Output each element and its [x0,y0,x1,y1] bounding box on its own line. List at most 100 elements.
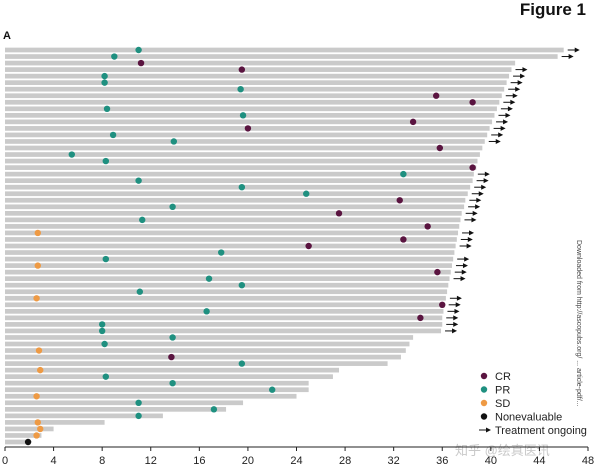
response-marker-pr [102,373,110,380]
response-marker-pr [239,112,247,119]
patient-bar-16 [5,145,483,151]
patient-bar-33 [5,256,454,262]
response-marker-pr [102,255,110,263]
treatment-ongoing-arrow [567,47,580,53]
patient-bar-39 [5,295,446,301]
response-marker-pr [210,406,218,413]
response-marker-pr [205,275,213,282]
patient-bar-21 [5,178,473,184]
patient-bar-38 [5,289,448,295]
response-marker-cr [436,144,444,152]
response-marker-cr [439,301,446,308]
treatment-ongoing-arrow [491,132,504,138]
response-marker-cr [417,314,424,322]
patient-bar-48 [5,354,401,360]
treatment-ongoing-arrow [464,217,477,223]
treatment-ongoing-arrow [460,236,473,242]
response-marker-pr [98,321,106,328]
legend-item-nonevaluable: Nonevaluable [480,412,562,424]
response-marker-sd [37,366,44,374]
panel-label: A [3,30,11,42]
patient-bar-55 [5,400,244,406]
response-marker-pr [135,412,142,420]
arrows-layer [445,47,580,334]
response-marker-pr [139,216,146,224]
treatment-ongoing-arrow [471,191,484,197]
treatment-ongoing-arrow [457,256,470,262]
treatment-ongoing-arrow [500,106,513,112]
treatment-ongoing-arrow [449,295,462,301]
response-marker-cr [238,66,246,73]
treatment-ongoing-arrow [510,80,523,86]
patient-bar-5 [5,73,510,79]
response-marker-pr [101,340,108,348]
x-tick-label: 12 [145,455,157,467]
response-marker-cr [137,59,145,67]
treatment-ongoing-arrow [446,321,459,327]
patient-bar-8 [5,93,502,99]
legend-label: Nonevaluable [495,412,562,424]
events-layer [24,46,476,446]
response-marker-pr [237,86,244,93]
patient-bar-42 [5,315,443,321]
treatment-ongoing-arrow [474,184,487,190]
treatment-ongoing-arrow [515,67,528,73]
treatment-ongoing-arrow [469,197,482,203]
treatment-ongoing-arrow [496,119,509,125]
legend-item-pr: PR [480,385,510,397]
x-tick-label: 48 [582,455,594,467]
patient-bar-23 [5,191,468,197]
legend-label: CR [495,371,511,383]
patient-bar-18 [5,158,478,164]
patient-bar-35 [5,269,451,275]
response-marker-pr [400,170,407,178]
treatment-ongoing-arrow [505,93,518,99]
patient-bar-2 [5,54,558,59]
response-marker-pr [98,327,106,335]
patient-bar-1 [5,47,564,53]
treatment-ongoing-arrow [465,210,478,216]
patient-bar-45 [5,335,414,340]
x-tick-label: 40 [485,455,497,467]
x-tick-label: 36 [436,455,448,467]
legend-item-ongoing: Treatment ongoing [479,425,587,437]
response-marker-pr [102,157,110,165]
treatment-ongoing-arrow [446,315,459,321]
x-tick-label: 32 [388,455,400,467]
patient-bar-15 [5,139,485,144]
treatment-ongoing-arrow [448,302,461,308]
patient-bar-53 [5,387,309,393]
response-marker-sd [34,229,41,237]
response-marker-cr [469,99,476,106]
patient-bar-60 [5,433,42,438]
treatment-ongoing-arrow [498,112,511,118]
bars-layer [5,47,564,445]
treatment-ongoing-arrow [513,73,526,79]
patient-bar-59 [5,426,54,432]
patient-bar-10 [5,106,497,112]
x-tick-label: 20 [242,455,254,467]
x-tick-label: 0 [2,455,8,467]
patient-bar-50 [5,367,340,373]
legend-item-cr: CR [480,371,511,383]
patient-bar-56 [5,406,227,412]
treatment-ongoing-arrow [493,125,506,131]
response-marker-pr [238,184,246,191]
response-marker-cr [469,164,476,171]
response-marker-cr [409,118,417,126]
x-tick-label: 4 [51,455,57,467]
patient-bar-40 [5,302,445,308]
response-marker-pr [101,79,108,86]
response-marker-pr [111,53,118,60]
treatment-ongoing-arrow [445,328,458,334]
patient-bar-26 [5,210,462,216]
legend-item-sd: SD [480,398,510,410]
response-marker-pr [136,288,144,295]
response-marker-sd [33,393,40,400]
response-marker-pr [269,386,276,393]
patient-bar-30 [5,237,457,242]
x-tick-label: 28 [339,455,351,467]
patient-bar-17 [5,152,480,157]
